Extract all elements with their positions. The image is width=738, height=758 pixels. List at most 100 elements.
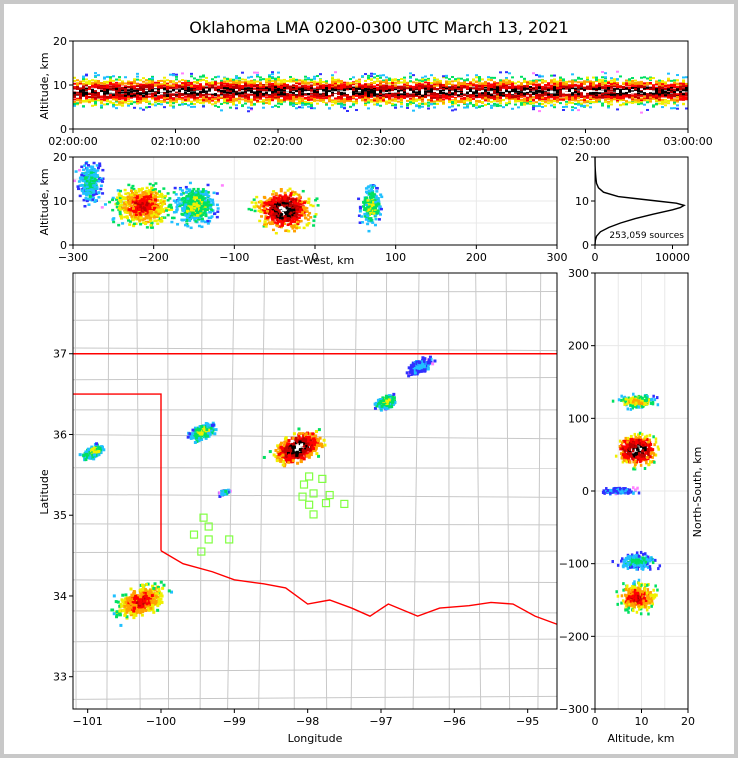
time-height-cell: [124, 90, 127, 93]
time-height-cell: [271, 71, 274, 74]
time-height-cell: [85, 91, 88, 94]
time-height-cell: [238, 93, 241, 96]
time-height-cell: [298, 100, 301, 103]
time-height-cell: [406, 104, 409, 107]
time-height-cell: [334, 100, 337, 103]
time-height-cell: [394, 103, 397, 106]
time-height-cell: [529, 97, 532, 100]
time-height-cell: [544, 88, 547, 91]
time-height-cell: [382, 81, 385, 84]
time-height-cell: [472, 92, 475, 95]
time-height-cell: [589, 92, 592, 95]
time-height-cell: [349, 100, 352, 103]
time-height-cell: [454, 96, 457, 99]
time-height-cell: [169, 73, 172, 76]
time-height-cell: [532, 83, 535, 86]
time-height-cell: [334, 82, 337, 85]
time-height-cell: [298, 79, 301, 82]
time-height-cell: [463, 82, 466, 85]
time-height-cell: [94, 83, 97, 86]
time-height-cell: [85, 87, 88, 90]
time-height-cell: [268, 91, 271, 94]
time-height-cell: [325, 84, 328, 87]
time-height-cell: [175, 84, 178, 87]
time-height-cell: [340, 94, 343, 97]
time-height-cell: [247, 89, 250, 92]
time-height-cell: [496, 100, 499, 103]
time-height-cell: [241, 91, 244, 94]
time-height-cell: [292, 99, 295, 102]
time-height-cell: [559, 88, 562, 91]
time-height-cell: [490, 83, 493, 86]
time-height-cell: [112, 88, 115, 91]
time-height-cell: [256, 71, 259, 74]
time-height-cell: [178, 80, 181, 83]
time-height-cell: [457, 92, 460, 95]
time-height-cell: [448, 93, 451, 96]
time-height-cell: [274, 92, 277, 95]
time-height-cell: [253, 83, 256, 86]
time-height-cell: [568, 84, 571, 87]
time-height-cell: [157, 83, 160, 86]
time-height-cell: [568, 80, 571, 83]
time-height-cell: [238, 92, 241, 95]
time-height-cell: [304, 103, 307, 106]
time-height-cell: [298, 96, 301, 99]
time-height-cell: [106, 80, 109, 83]
time-height-cell: [199, 84, 202, 87]
time-height-cell: [229, 100, 232, 103]
time-height-cell: [163, 95, 166, 98]
time-height-cell: [382, 74, 385, 77]
time-height-cell: [520, 95, 523, 98]
time-height-cell: [187, 87, 190, 90]
time-height-cell: [433, 102, 436, 105]
time-height-cell: [580, 89, 583, 92]
time-height-cell: [502, 93, 505, 96]
time-height-cell: [550, 80, 553, 83]
time-height-cell: [310, 96, 313, 99]
time-height-cell: [289, 91, 292, 94]
time-height-cell: [325, 88, 328, 91]
time-height-cell: [124, 101, 127, 104]
time-height-cell: [226, 85, 229, 88]
time-height-cell: [259, 87, 262, 90]
time-height-cell: [340, 91, 343, 94]
time-height-cell: [97, 99, 100, 102]
time-height-cell: [466, 78, 469, 81]
time-height-cell: [184, 88, 187, 91]
time-height-cell: [301, 79, 304, 82]
time-height-cell: [499, 91, 502, 94]
time-height-cell: [379, 90, 382, 93]
time-height-cell: [199, 83, 202, 86]
time-height-cell: [577, 77, 580, 80]
time-height-cell: [181, 87, 184, 90]
time-height-cell: [562, 83, 565, 86]
time-height-cell: [268, 83, 271, 86]
time-height-cell: [133, 94, 136, 97]
time-height-cell: [379, 92, 382, 95]
time-height-cell: [532, 98, 535, 101]
time-height-cell: [478, 79, 481, 82]
time-height-cell: [103, 94, 106, 97]
time-height-cell: [172, 74, 175, 77]
time-height-cell: [553, 82, 556, 85]
time-height-cell: [373, 97, 376, 100]
time-height-cell: [388, 95, 391, 98]
time-height-cell: [433, 95, 436, 98]
time-height-cell: [307, 77, 310, 80]
time-height-cell: [394, 106, 397, 109]
time-height-cell: [562, 89, 565, 92]
time-height-cell: [496, 93, 499, 96]
time-height-cell: [337, 88, 340, 91]
time-height-cell: [556, 81, 559, 84]
time-height-cell: [577, 91, 580, 94]
time-height-cell: [199, 79, 202, 82]
time-height-cell: [550, 79, 553, 82]
time-height-cell: [520, 103, 523, 106]
time-height-cell: [394, 96, 397, 99]
time-height-cell: [370, 87, 373, 90]
time-height-cell: [559, 90, 562, 93]
time-height-cell: [109, 80, 112, 83]
time-height-cell: [82, 78, 85, 81]
time-height-cell: [493, 97, 496, 100]
